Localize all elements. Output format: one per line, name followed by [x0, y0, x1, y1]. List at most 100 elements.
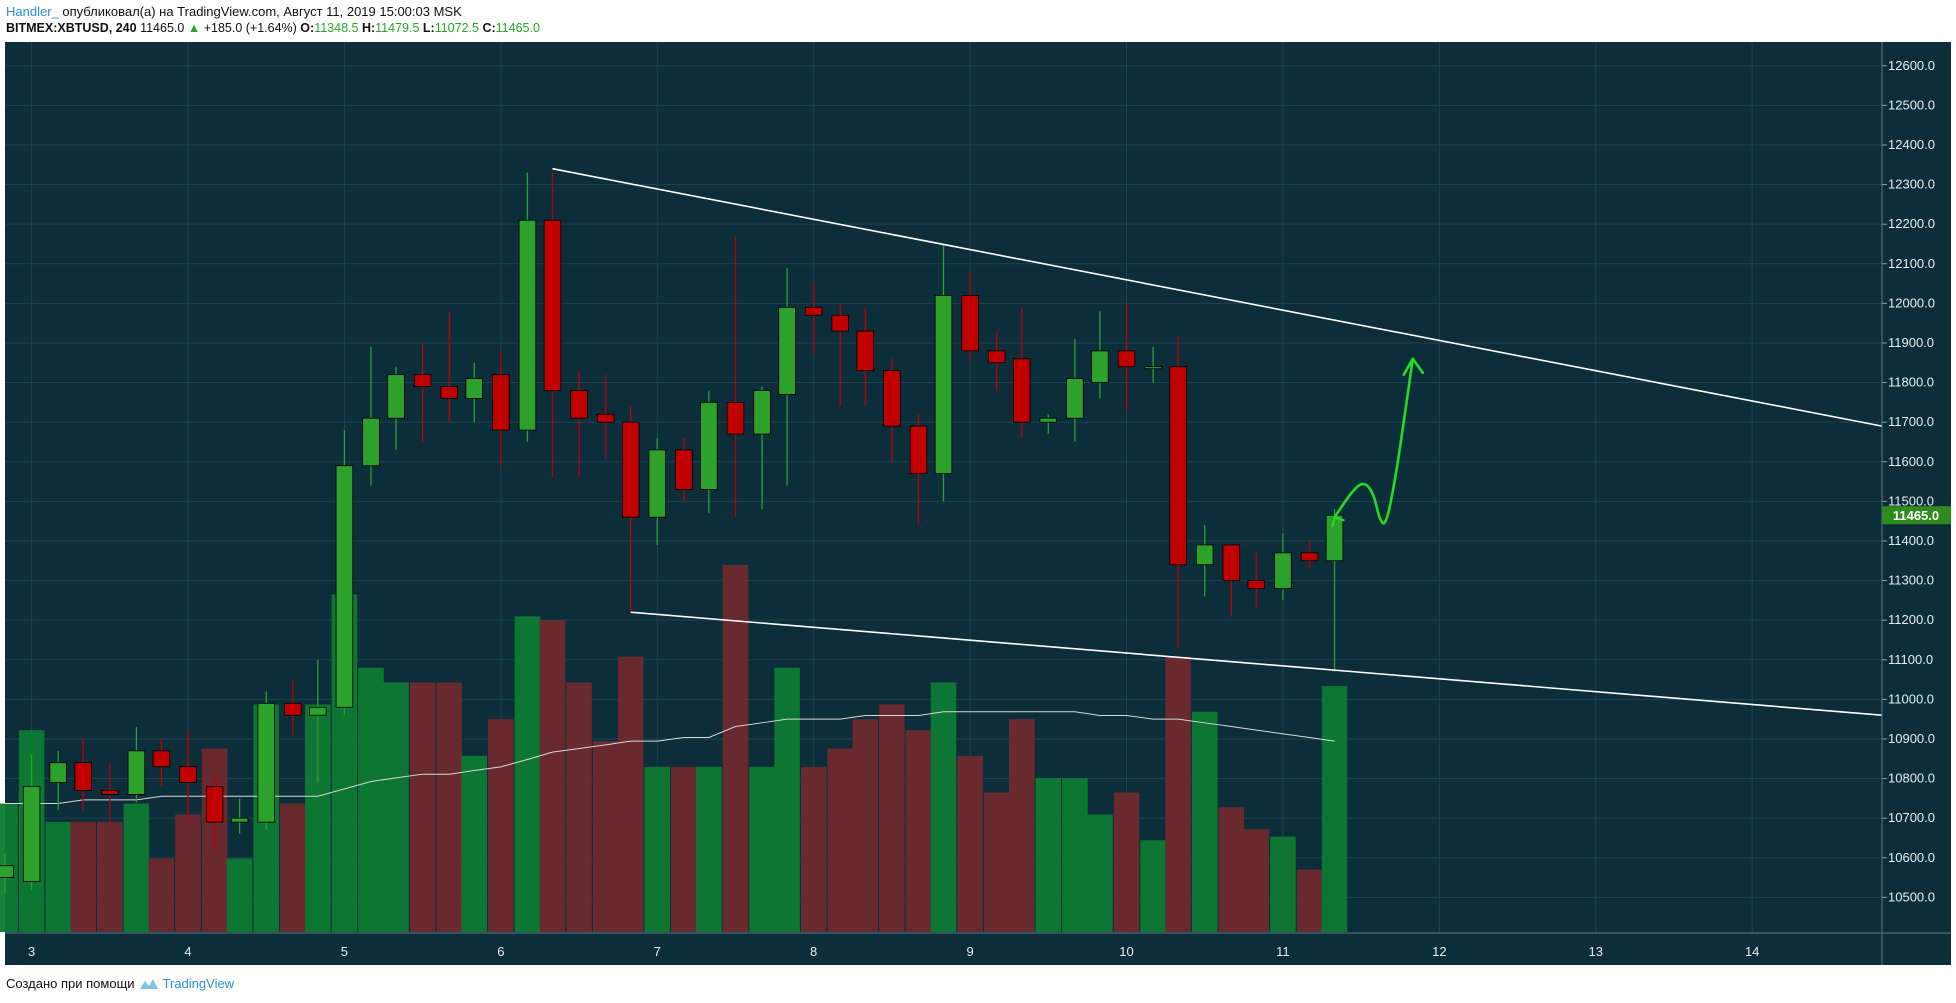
- volume-bar: [1165, 656, 1191, 932]
- price-tick-label: 11600.0: [1888, 454, 1934, 469]
- volume-bar: [1243, 829, 1270, 932]
- price-axis-background: [1882, 42, 1951, 933]
- price-axis[interactable]: 12600.0 12500.0 12400.0 12300.0 12200.0 12100…: [1882, 58, 1935, 905]
- high-label: H:: [361, 21, 376, 35]
- volume-bar: [671, 766, 697, 932]
- high-value: 11479.5: [375, 21, 420, 35]
- volume-bar: [1191, 711, 1218, 932]
- candle-body: [621, 421, 640, 518]
- volume-bar: [1113, 792, 1140, 932]
- candle-body: [152, 750, 171, 768]
- time-axis-background: [5, 933, 1951, 965]
- candle-body: [440, 386, 458, 399]
- volume-bar: [1140, 840, 1166, 932]
- volume-bar: [592, 741, 619, 932]
- candle-body: [518, 219, 537, 431]
- candle-body: [362, 417, 380, 467]
- created-with-text: Создано при помощи: [6, 976, 135, 991]
- volume-bar: [280, 803, 306, 932]
- candle-body: [1169, 366, 1187, 566]
- price-tick-label: 10500.0: [1888, 889, 1935, 904]
- volume-bar: [461, 755, 488, 932]
- current-price-label: 11465.0: [1893, 508, 1939, 523]
- volume-bar: [774, 667, 800, 932]
- open-label: O:: [300, 21, 315, 35]
- volume-bar: [1008, 719, 1035, 932]
- price-tick-label: 12200.0: [1888, 216, 1935, 231]
- candle-body: [74, 762, 92, 791]
- candle-body: [1300, 552, 1319, 562]
- candle-body: [700, 401, 718, 490]
- price-change: +185.0 (+1.64%): [203, 21, 297, 35]
- candle-body: [492, 374, 510, 431]
- last-price: 11465.0: [140, 21, 185, 35]
- ohlc-legend: BITMEX:XBTUSD, 240 11465.0 ▲ +185.0 (+1.…: [6, 21, 540, 35]
- time-tick-label: 5: [341, 944, 348, 959]
- price-tick-label: 10800.0: [1888, 771, 1935, 786]
- price-tick-label: 12000.0: [1888, 295, 1935, 310]
- price-tick-label: 10900.0: [1888, 731, 1935, 746]
- candle-body: [101, 790, 119, 795]
- volume-bar: [1296, 869, 1323, 932]
- candle-body: [22, 786, 41, 882]
- candle-body: [856, 330, 875, 372]
- candle-body: [570, 390, 588, 419]
- candle-body: [675, 449, 693, 490]
- candle-body: [909, 425, 928, 475]
- volume-bar: [488, 719, 514, 932]
- candle-body: [1274, 552, 1292, 589]
- volume-bars: [0, 565, 1348, 932]
- volume-bar: [930, 682, 957, 932]
- price-tick-label: 12500.0: [1888, 97, 1935, 112]
- candle-body: [230, 817, 249, 823]
- price-tick-label: 11200.0: [1888, 612, 1934, 627]
- forecast-arrow-path: [1333, 357, 1415, 525]
- candle-body: [1066, 378, 1084, 419]
- volume-bar: [983, 792, 1010, 932]
- published-info: опубликовал(а) на TradingView.com, Авгус…: [62, 4, 462, 19]
- time-tick-label: 9: [966, 944, 973, 959]
- trendlines[interactable]: [552, 167, 1883, 716]
- volume-bar: [644, 766, 671, 932]
- price-tick-label: 10700.0: [1888, 810, 1935, 825]
- time-tick-label: 4: [184, 944, 191, 959]
- candles: [0, 172, 1344, 894]
- close-label: C:: [482, 21, 496, 35]
- chart-header: Handler_ опубликовал(а) на TradingView.c…: [6, 4, 462, 19]
- footer: Создано при помощи TradingView: [6, 976, 234, 991]
- volume-bar: [175, 814, 201, 932]
- volume-bar: [905, 730, 932, 932]
- time-tick-label: 7: [654, 944, 661, 959]
- time-tick-label: 14: [1745, 944, 1759, 959]
- volume-bar: [1087, 814, 1113, 932]
- current-price-tag: 11465.0: [1882, 506, 1951, 525]
- grid-lines: [5, 42, 1882, 933]
- price-tick-label: 11100.0: [1888, 652, 1933, 667]
- candle-body: [648, 449, 666, 518]
- low-label: L:: [422, 21, 435, 35]
- up-triangle-icon: ▲: [187, 21, 201, 35]
- volume-bar: [722, 565, 749, 932]
- tradingview-link[interactable]: TradingView: [162, 976, 235, 991]
- candle-body: [753, 390, 771, 435]
- volume-bar: [617, 656, 644, 932]
- symbol-label: BITMEX:XBTUSD, 240: [6, 21, 137, 35]
- time-tick-label: 12: [1432, 944, 1446, 959]
- time-axis[interactable]: 3 4 5 6 7 8 9 10 11 12 13 14: [28, 944, 1759, 959]
- candle-body: [831, 314, 850, 332]
- volume-bar: [70, 821, 96, 932]
- author-link[interactable]: Handler_: [6, 4, 59, 19]
- volume-ma-line: [5, 711, 1335, 805]
- volume-bar: [97, 821, 123, 932]
- volume-bar: [539, 620, 566, 932]
- volume-bar: [358, 667, 384, 932]
- volume-bar: [436, 682, 462, 932]
- price-tick-label: 11700.0: [1888, 414, 1934, 429]
- forecast-arrow[interactable]: [1331, 357, 1425, 528]
- volume-bar: [1218, 807, 1245, 932]
- price-tick-label: 11300.0: [1888, 573, 1934, 588]
- volume-bar: [957, 755, 983, 932]
- candle-body: [1195, 544, 1214, 566]
- price-tick-label: 11400.0: [1888, 533, 1934, 548]
